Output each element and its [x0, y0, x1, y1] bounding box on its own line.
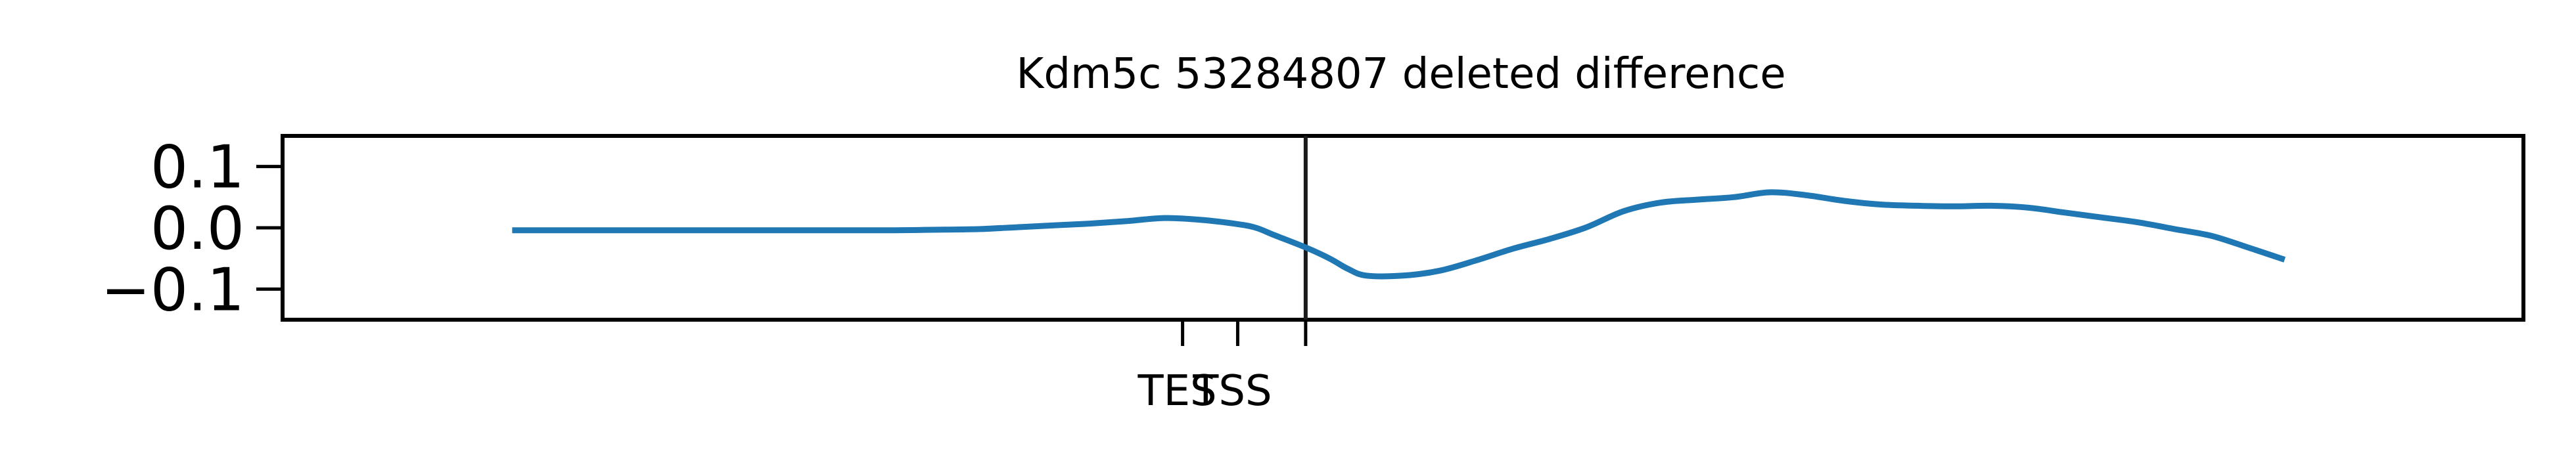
chart-title: Kdm5c 53284807 deleted difference [1016, 50, 1785, 98]
x-tick-label: TSS [1192, 367, 1272, 416]
y-tick-label: 0.0 [150, 194, 244, 263]
series-group [512, 189, 2286, 280]
series-line [512, 189, 2286, 280]
x-tick-label: TES [1138, 367, 1217, 416]
y-tick-label: 0.1 [150, 133, 244, 202]
y-tick-label: −0.1 [101, 255, 244, 324]
y-axis: 0.10.0−0.1 [101, 133, 283, 324]
